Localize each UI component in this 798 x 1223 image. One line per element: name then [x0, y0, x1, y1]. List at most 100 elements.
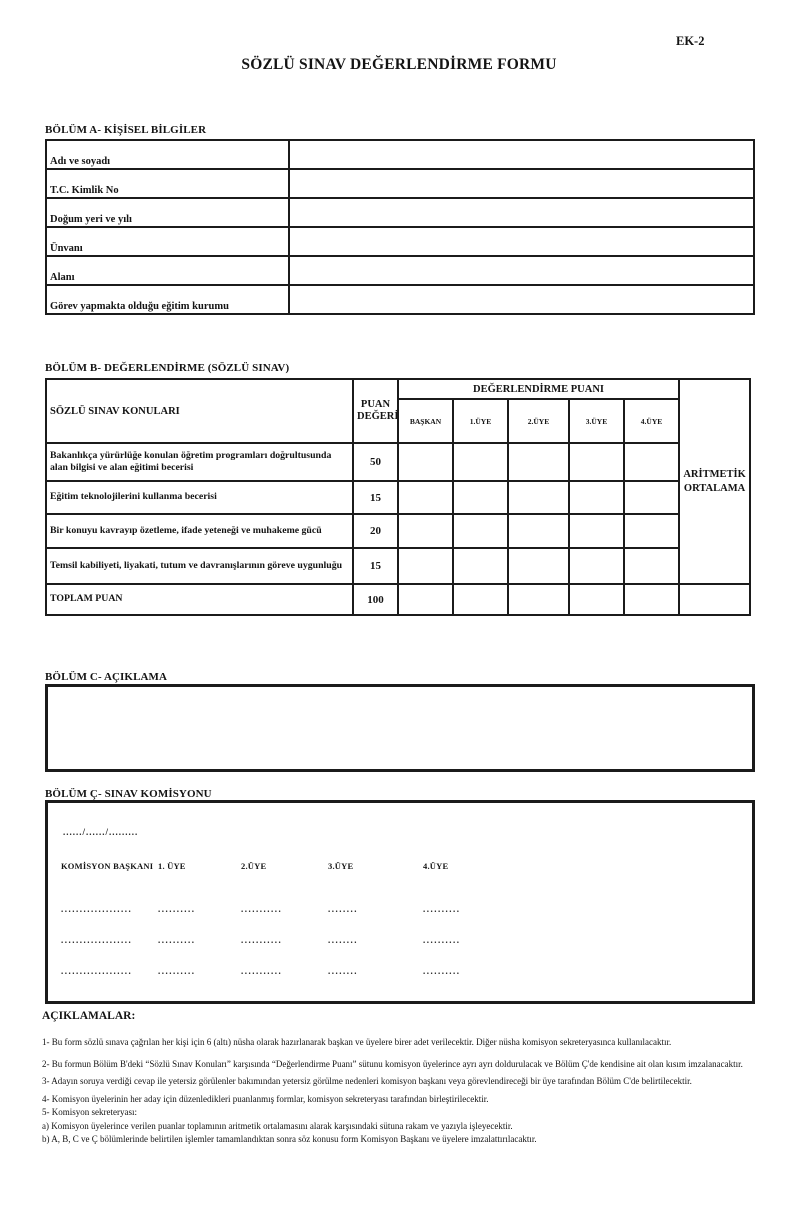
commission-role-label: 1. ÜYE	[158, 861, 186, 871]
signature-line: ..........	[423, 904, 461, 914]
score-cell	[452, 442, 509, 482]
signature-line: ...................	[61, 935, 133, 945]
section-cc-heading: BÖLÜM Ç- SINAV KOMİSYONU	[45, 788, 212, 800]
total-arithmetic-cell	[678, 583, 752, 616]
field-label-id-number: T.C. Kimlik No	[45, 168, 290, 199]
signature-line: ...................	[61, 904, 133, 914]
field-label-title: Ünvanı	[45, 226, 290, 257]
point-value: 20	[352, 513, 399, 549]
commission-column-chairman: KOMİSYON BAŞKANI ................... ...…	[61, 861, 153, 976]
commission-column-member1: 1. ÜYE .......... .......... ..........	[158, 861, 196, 976]
topic-label: Bir konuyu kavrayıp özetleme, ifade yete…	[45, 513, 354, 549]
table-row: Alanı	[45, 255, 755, 286]
score-cell	[622, 513, 681, 549]
annex-label: EK-2	[676, 34, 705, 48]
table-row: Ünvanı	[45, 226, 755, 257]
arithmetic-mean-cell: ARİTMETİK ORTALAMA	[678, 378, 752, 585]
signature-line: ...........	[241, 904, 283, 914]
table-row: BAŞKAN 1.ÜYE 2.ÜYE 3.ÜYE 4.ÜYE	[46, 398, 750, 444]
signature-line: ..........	[158, 904, 196, 914]
table-row: Bakanlıkça yürürlüğe konulan öğretim pro…	[45, 442, 750, 482]
commission-column-member3: 3.ÜYE ........ ........ ........	[328, 861, 358, 976]
evaluator-header-member3: 3.ÜYE	[568, 398, 625, 444]
form-title: SÖZLÜ SINAV DEĞERLENDİRME FORMU	[241, 56, 557, 73]
commission-role-label: 4.ÜYE	[423, 861, 449, 871]
field-value-cell	[288, 255, 755, 286]
topic-label: Eğitim teknolojilerini kullanma becerisi	[45, 480, 354, 515]
evaluator-header-member2: 2.ÜYE	[507, 398, 570, 444]
personal-info-table: Adı ve soyadı T.C. Kimlik No Doğum yeri …	[45, 139, 755, 315]
score-cell	[452, 513, 509, 549]
field-value-cell	[288, 226, 755, 257]
table-row: SÖZLÜ SINAV KONULARI PUAN DEĞERİ DEĞERLE…	[45, 378, 752, 585]
score-cell	[622, 547, 681, 585]
commission-column-member2: 2.ÜYE ........... ........... ..........…	[241, 861, 282, 976]
evaluator-header-chairman: BAŞKAN	[397, 398, 454, 444]
table-row: Adı ve soyadı	[45, 139, 755, 170]
score-cell	[507, 480, 570, 515]
score-cell	[397, 583, 454, 616]
signature-line: ..........	[423, 966, 461, 976]
total-label: TOPLAM PUAN	[45, 583, 354, 616]
point-value: 15	[352, 547, 399, 585]
commission-role-label: 2.ÜYE	[241, 861, 267, 871]
date-line: ....../....../.........	[63, 827, 139, 837]
explanation-item-5: 5- Komisyon sekreteryası:	[42, 1107, 137, 1117]
section-a-heading: BÖLÜM A- KİŞİSEL BİLGİLER	[45, 124, 207, 136]
explanation-item-5b: b) A, B, C ve Ç bölümlerinde belirtilen …	[42, 1134, 537, 1144]
table-row: Temsil kabiliyeti, liyakati, tutum ve da…	[45, 547, 750, 585]
signature-line: ...........	[241, 935, 283, 945]
evaluator-header-member1: 1.ÜYE	[452, 398, 509, 444]
field-value-cell	[288, 284, 755, 315]
field-value-cell	[288, 139, 755, 170]
table-row: Görev yapmakta olduğu eğitim kurumu	[45, 284, 755, 315]
explanation-item-4: 4- Komisyon üyelerinin her aday için düz…	[42, 1093, 489, 1104]
topic-label: Bakanlıkça yürürlüğe konulan öğretim pro…	[45, 442, 354, 482]
explanation-item-3: 3- Adayın soruya verdiği cevap ile yeter…	[42, 1076, 692, 1086]
commission-role-label: 3.ÜYE	[328, 861, 354, 871]
field-label-institution: Görev yapmakta olduğu eğitim kurumu	[45, 284, 290, 315]
score-cell	[568, 513, 625, 549]
signature-line: ...........	[241, 966, 283, 976]
field-label-name: Adı ve soyadı	[45, 139, 290, 170]
remarks-box	[45, 684, 755, 772]
topics-header-cell: SÖZLÜ SINAV KONULARI	[45, 378, 354, 444]
evaluator-header-member4: 4.ÜYE	[622, 398, 681, 444]
total-point-value: 100	[352, 583, 399, 616]
commission-role-label: KOMİSYON BAŞKANI	[61, 861, 154, 871]
score-cell	[568, 583, 625, 616]
explanation-item-2: 2- Bu formun Bölüm B'deki “Sözlü Sınav K…	[42, 1058, 743, 1069]
field-value-cell	[288, 168, 755, 199]
score-cell	[622, 583, 681, 616]
topic-label: Temsil kabiliyeti, liyakati, tutum ve da…	[45, 547, 354, 585]
field-label-birthplace: Doğum yeri ve yılı	[45, 197, 290, 228]
evaluation-points-header-cell: DEĞERLENDİRME PUANI	[396, 378, 681, 400]
signature-line: ........	[328, 966, 358, 976]
commission-column-member4: 4.ÜYE .......... .......... ..........	[423, 861, 461, 976]
signature-line: ..........	[423, 935, 461, 945]
signature-line: ..........	[158, 966, 196, 976]
field-value-cell	[288, 197, 755, 228]
signature-line: ..........	[158, 935, 196, 945]
score-cell	[397, 442, 454, 482]
evaluation-table: SÖZLÜ SINAV KONULARI PUAN DEĞERİ DEĞERLE…	[45, 378, 752, 616]
field-label-branch: Alanı	[45, 255, 290, 286]
explanation-item-5a: a) Komisyon üyelerince verilen puanlar t…	[42, 1120, 513, 1131]
score-cell	[397, 480, 454, 515]
score-cell	[397, 547, 454, 585]
score-cell	[452, 547, 509, 585]
point-value: 50	[352, 442, 399, 482]
score-cell	[452, 583, 509, 616]
score-cell	[507, 442, 570, 482]
score-cell	[507, 513, 570, 549]
section-c-heading: BÖLÜM C- AÇIKLAMA	[45, 671, 168, 683]
explanation-item-1: 1- Bu form sözlü sınava çağrılan her kiş…	[42, 1037, 672, 1047]
score-cell	[622, 480, 681, 515]
table-row: TOPLAM PUAN 100	[45, 583, 752, 616]
commission-box: ....../....../......... KOMİSYON BAŞKANI…	[45, 800, 755, 1004]
table-row: T.C. Kimlik No	[45, 168, 755, 199]
signature-line: ........	[328, 935, 358, 945]
point-value-header-cell: PUAN DEĞERİ	[352, 378, 399, 444]
score-cell	[507, 583, 570, 616]
score-cell	[452, 480, 509, 515]
